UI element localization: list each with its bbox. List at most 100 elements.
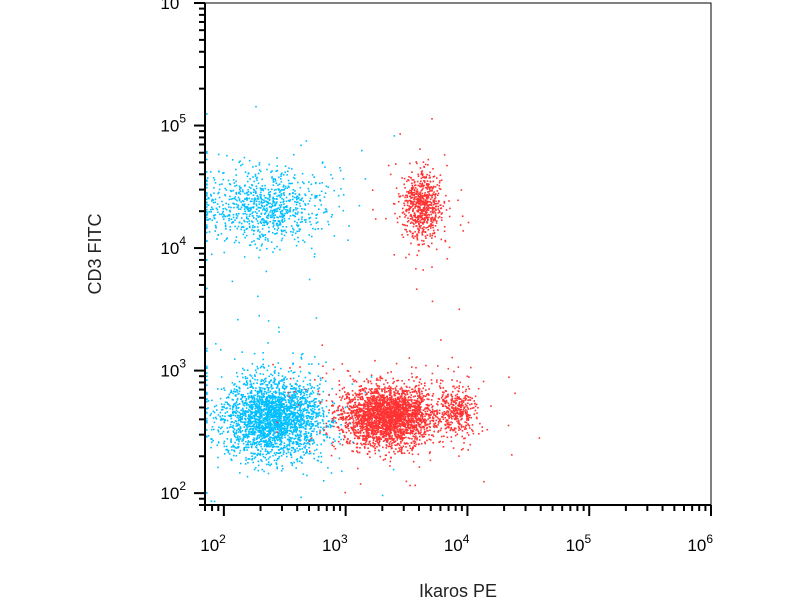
data-point xyxy=(279,409,281,411)
data-point xyxy=(283,379,285,381)
data-point xyxy=(263,405,265,408)
data-point xyxy=(408,426,411,429)
data-point xyxy=(211,206,213,209)
data-point xyxy=(286,406,289,409)
data-point xyxy=(215,207,218,210)
data-point xyxy=(256,441,259,443)
data-point xyxy=(285,231,287,234)
data-point xyxy=(389,440,392,443)
data-point xyxy=(284,446,286,449)
data-point xyxy=(258,215,260,217)
data-point xyxy=(306,474,308,477)
data-point xyxy=(325,424,328,427)
data-point xyxy=(406,430,408,433)
data-point xyxy=(245,444,248,446)
data-point xyxy=(258,238,260,240)
data-point xyxy=(440,435,443,438)
data-point xyxy=(291,234,294,236)
data-point xyxy=(264,403,266,405)
data-point xyxy=(258,314,260,317)
data-point xyxy=(210,193,212,196)
data-point xyxy=(399,397,402,399)
data-point xyxy=(315,181,317,184)
data-point xyxy=(267,202,270,205)
data-point xyxy=(278,408,280,410)
data-point xyxy=(209,218,211,220)
data-point xyxy=(217,234,219,236)
data-point xyxy=(223,421,226,424)
data-point xyxy=(286,211,289,214)
data-point xyxy=(349,418,351,421)
data-point xyxy=(383,407,385,409)
data-point xyxy=(277,216,279,219)
data-point xyxy=(261,416,263,418)
data-point xyxy=(257,230,259,232)
data-point xyxy=(269,390,272,393)
data-point xyxy=(331,412,334,415)
data-point xyxy=(271,424,273,426)
data-point xyxy=(281,210,283,212)
data-point xyxy=(255,400,257,403)
data-point xyxy=(281,393,283,396)
data-point xyxy=(252,166,254,168)
data-point xyxy=(435,424,437,427)
data-point xyxy=(296,441,299,443)
data-point xyxy=(314,378,316,381)
data-point xyxy=(400,448,403,450)
data-point xyxy=(249,431,251,433)
data-point xyxy=(235,409,238,411)
data-point xyxy=(267,222,269,224)
data-point xyxy=(250,390,253,392)
data-point xyxy=(293,402,296,405)
data-point xyxy=(366,427,368,429)
data-point xyxy=(409,423,412,426)
data-point xyxy=(249,405,252,407)
data-point xyxy=(239,193,242,195)
data-point xyxy=(245,400,247,402)
data-point xyxy=(235,394,237,396)
data-point xyxy=(251,421,253,423)
data-point xyxy=(316,433,318,436)
data-point xyxy=(399,448,401,451)
data-point xyxy=(403,442,406,444)
data-point xyxy=(215,343,217,345)
data-point xyxy=(317,393,319,396)
data-point xyxy=(299,398,301,400)
data-point xyxy=(228,426,231,429)
data-point xyxy=(225,208,228,211)
data-point xyxy=(397,402,399,404)
data-point xyxy=(260,445,262,448)
data-point xyxy=(267,451,270,453)
data-point xyxy=(287,395,289,397)
data-point xyxy=(296,433,299,435)
data-point xyxy=(409,391,411,394)
data-point xyxy=(309,417,311,420)
data-point xyxy=(408,415,410,418)
data-point xyxy=(274,390,277,393)
data-point xyxy=(263,395,265,398)
data-point xyxy=(315,401,317,403)
data-point xyxy=(276,438,278,441)
data-point xyxy=(307,203,310,205)
data-point xyxy=(304,433,306,435)
data-point xyxy=(303,420,306,423)
data-point xyxy=(226,215,229,217)
data-point xyxy=(324,166,326,168)
data-point xyxy=(273,391,275,393)
data-point xyxy=(331,387,333,390)
data-point xyxy=(265,425,268,427)
data-point xyxy=(354,426,356,428)
data-point xyxy=(273,440,276,442)
data-point xyxy=(442,418,445,420)
data-point xyxy=(405,405,407,407)
data-point xyxy=(283,422,286,424)
data-point xyxy=(253,439,256,441)
data-point xyxy=(233,384,235,386)
data-point xyxy=(387,445,390,448)
data-point xyxy=(405,403,407,406)
data-point xyxy=(213,421,216,424)
data-point xyxy=(292,447,295,450)
data-point xyxy=(235,431,238,434)
data-point xyxy=(279,434,282,437)
data-point xyxy=(285,226,288,228)
